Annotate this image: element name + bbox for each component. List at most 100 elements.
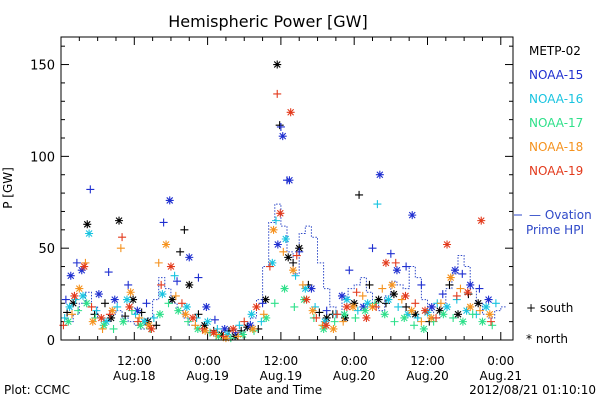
data-point	[229, 324, 238, 333]
legend: — Ovation Prime HPI + south * north METP…	[514, 44, 592, 346]
data-point	[443, 302, 452, 311]
data-point	[129, 295, 138, 304]
data-point	[285, 176, 294, 185]
x-tick-time: 12:00	[410, 354, 445, 368]
data-point	[485, 310, 494, 319]
data-point	[90, 310, 99, 319]
data-point	[136, 321, 145, 330]
data-point	[180, 225, 189, 234]
data-point	[408, 211, 417, 220]
data-point	[275, 121, 284, 130]
data-point	[421, 306, 430, 315]
data-point	[348, 302, 357, 311]
data-point	[392, 266, 401, 275]
data-point	[181, 310, 190, 319]
data-point	[389, 290, 398, 299]
data-point	[276, 209, 285, 218]
data-point	[491, 299, 500, 308]
series-noaa-19	[59, 89, 496, 341]
data-point	[269, 225, 278, 234]
data-point	[252, 302, 261, 311]
data-point	[350, 299, 359, 308]
data-point	[380, 310, 389, 319]
data-point	[133, 317, 142, 326]
data-point	[188, 313, 197, 322]
data-point	[478, 317, 487, 326]
data-point	[191, 321, 200, 330]
data-point	[273, 240, 282, 249]
data-point	[281, 235, 290, 243]
data-point	[144, 321, 153, 330]
data-point	[261, 295, 270, 304]
data-point	[152, 321, 161, 330]
data-point	[105, 310, 114, 319]
data-point	[124, 280, 133, 289]
data-point	[75, 284, 84, 293]
data-point	[445, 280, 454, 289]
y-tick-label: 150	[30, 59, 55, 74]
legend-south-marker: + south	[526, 301, 573, 315]
data-point	[322, 313, 331, 322]
legend-ovation-line1: — Ovation	[529, 208, 592, 222]
data-point	[403, 310, 412, 319]
data-point	[322, 306, 331, 315]
data-point	[359, 302, 368, 311]
data-point	[149, 313, 158, 322]
data-point	[246, 321, 255, 330]
data-point	[118, 233, 127, 242]
data-point	[88, 317, 97, 326]
data-point	[397, 295, 406, 304]
data-point	[77, 266, 86, 275]
data-point	[340, 310, 349, 319]
data-point	[292, 251, 301, 260]
data-point	[147, 324, 156, 333]
data-point	[66, 271, 75, 280]
data-point	[122, 295, 131, 304]
data-point	[435, 306, 444, 315]
data-point	[202, 302, 211, 311]
data-point	[182, 302, 191, 311]
data-point	[72, 258, 81, 267]
data-point	[108, 306, 117, 315]
data-point	[193, 324, 202, 333]
y-tick-label: 100	[30, 150, 55, 165]
data-point	[119, 317, 128, 326]
data-point	[450, 266, 459, 275]
data-point	[98, 324, 107, 333]
data-point	[78, 291, 87, 300]
data-point	[454, 310, 463, 319]
data-point	[474, 299, 483, 308]
data-point	[213, 324, 222, 333]
data-point	[374, 295, 383, 304]
data-point	[402, 262, 411, 271]
y-axis-label: P [GW]	[1, 167, 15, 209]
data-point	[365, 280, 374, 289]
data-point	[235, 321, 244, 330]
data-point	[427, 302, 436, 311]
data-point	[200, 321, 209, 330]
data-point	[214, 332, 223, 341]
data-point	[243, 323, 252, 332]
data-point	[308, 306, 317, 315]
data-point	[375, 170, 384, 179]
data-point	[157, 280, 166, 289]
data-point	[468, 310, 477, 319]
data-point	[390, 317, 399, 326]
data-point	[298, 280, 307, 289]
legend-item-noaa-18: NOAA-18	[529, 140, 583, 154]
data-point	[456, 284, 465, 293]
data-point	[240, 317, 249, 326]
data-point	[170, 271, 179, 280]
data-point	[100, 299, 109, 308]
data-point	[463, 288, 472, 297]
data-point	[131, 310, 140, 319]
data-point	[247, 310, 256, 319]
data-point	[477, 216, 486, 225]
data-point	[155, 310, 164, 319]
data-point	[278, 132, 287, 141]
data-point	[345, 266, 354, 275]
data-point	[69, 299, 78, 308]
data-point	[329, 324, 338, 333]
data-point	[476, 306, 485, 315]
